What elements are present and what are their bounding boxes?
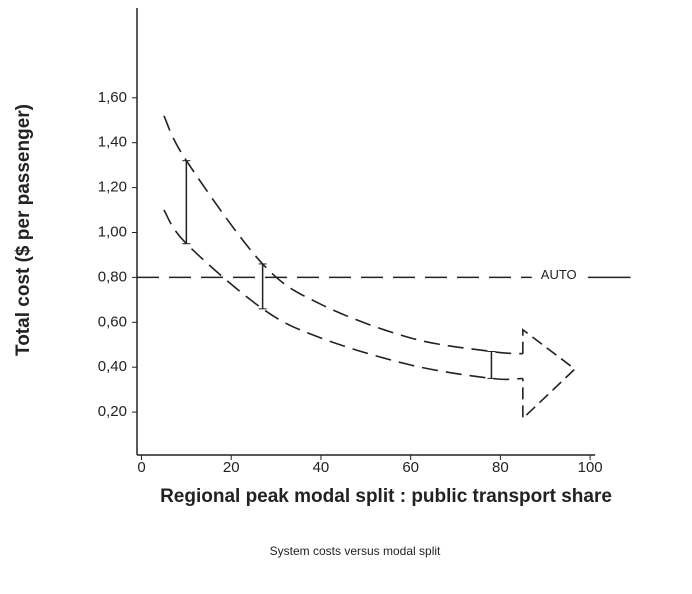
x-tick-label: 100	[578, 459, 603, 476]
x-tick-label: 0	[137, 459, 145, 476]
y-tick-label: 1,00	[98, 223, 127, 240]
y-tick-label: 0,80	[98, 268, 127, 285]
x-tick-label: 40	[313, 459, 330, 476]
y-tick-label: 1,60	[98, 89, 127, 106]
x-axis-label: Regional peak modal split : public trans…	[160, 486, 612, 507]
y-tick-label: 0,40	[98, 358, 127, 375]
x-tick-label: 20	[223, 459, 240, 476]
x-tick-label: 60	[402, 459, 419, 476]
x-tick-label: 80	[492, 459, 509, 476]
cost-curve	[163, 115, 523, 355]
y-axis-label: Total cost ($ per passenger)	[13, 104, 34, 356]
caption: System costs versus modal split	[270, 544, 441, 558]
y-tick-label: 1,40	[98, 134, 127, 151]
y-tick-label: 0,60	[98, 313, 127, 330]
reference-label: AUTO	[541, 267, 577, 282]
y-tick-label: 1,20	[98, 179, 127, 196]
cost-curve	[163, 209, 523, 381]
y-tick-label: 0,20	[98, 403, 127, 420]
arrowhead	[522, 328, 577, 421]
